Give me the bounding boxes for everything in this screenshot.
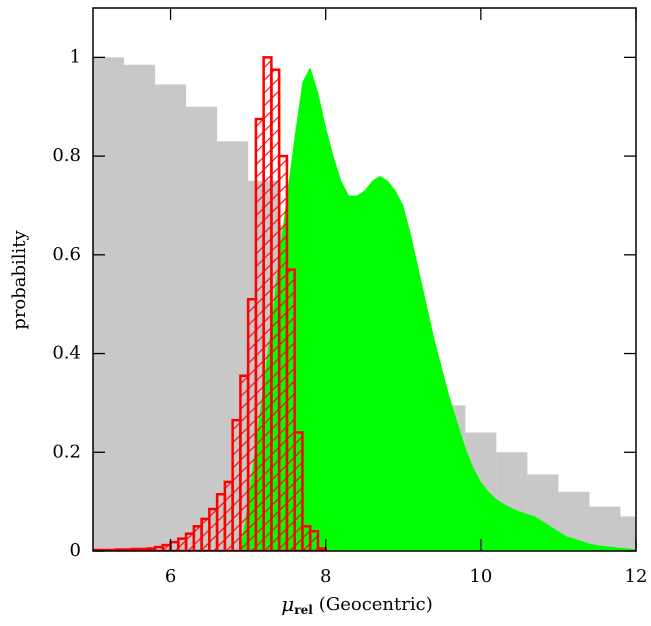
y-tick-label: 0.4 [52,343,81,364]
plot-area [93,56,636,551]
histogram-bar [285,268,296,551]
y-tick-label: 0.2 [52,441,81,462]
x-tick-label: 6 [165,566,176,587]
histogram-bar [93,57,125,551]
x-label-symbol: μ [281,592,294,616]
x-label-subscript: rel [294,603,313,617]
x-tick-label: 8 [320,566,331,587]
x-tick-label: 12 [625,566,648,587]
histogram-bar [124,64,156,551]
frame [92,7,637,552]
histogram-bar [293,431,304,551]
y-axis-label: probability [9,229,30,329]
x-label-text: (Geocentric) [319,594,433,615]
y-tick-label: 0 [70,540,81,561]
histogram-bar [186,106,218,551]
y-tick-label: 0.8 [52,145,81,166]
x-axis-label: μrel (Geocentric) [281,592,432,617]
histogram-bar [155,84,187,551]
y-tick-label: 0.6 [52,244,81,265]
y-tick-label: 1 [70,46,81,67]
histogram-bar [620,516,636,551]
x-tick-label: 10 [469,566,492,587]
area [240,67,636,551]
histogram-bar [589,506,621,551]
